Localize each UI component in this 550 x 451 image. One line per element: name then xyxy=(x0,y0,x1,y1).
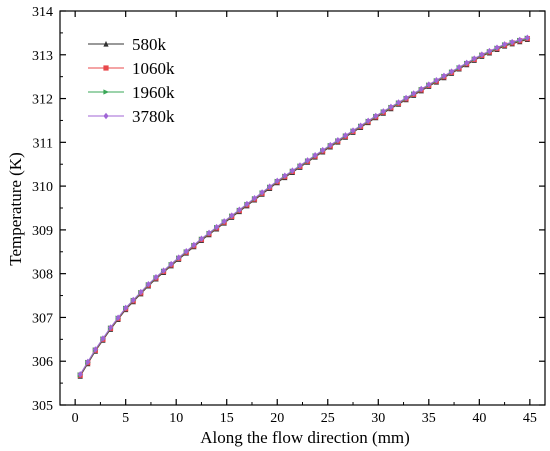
data-point-3780k xyxy=(304,157,311,164)
x-tick-label: 30 xyxy=(371,411,385,426)
data-point-3780k xyxy=(365,117,371,124)
data-point-3780k xyxy=(267,183,273,190)
data-point-3780k xyxy=(160,267,167,274)
series-3780k xyxy=(77,34,530,378)
series-layer xyxy=(77,34,531,379)
data-point-3780k xyxy=(524,34,530,41)
legend: 580k 1060k 1960k 3780k xyxy=(88,35,175,126)
axes-layer: 0 5 10 15 20 25 30 35 40 45 305 306 307 308 309 310 311 3… xyxy=(32,5,546,426)
y-tick-label: 307 xyxy=(32,311,53,326)
x-tick-label: 15 xyxy=(220,411,234,426)
data-point-3780k xyxy=(426,81,432,88)
data-point-3780k xyxy=(433,77,439,84)
x-tick-label: 35 xyxy=(422,411,436,426)
data-point-3780k xyxy=(138,288,144,296)
data-point-3780k xyxy=(176,254,182,261)
data-point-3780k xyxy=(297,162,303,169)
data-point-3780k xyxy=(236,206,242,213)
legend-marker-1060k xyxy=(103,65,109,71)
data-point-3780k xyxy=(456,64,462,71)
data-point-3780k xyxy=(85,358,91,366)
y-tick-label: 313 xyxy=(32,49,53,64)
legend-label-3780k: 3780k xyxy=(132,107,175,126)
data-point-3780k xyxy=(501,41,508,48)
y-tick-label: 309 xyxy=(32,224,53,239)
data-point-3780k xyxy=(229,212,235,219)
data-point-3780k xyxy=(479,51,485,58)
x-tick-label: 5 xyxy=(122,411,129,426)
data-point-3780k xyxy=(395,99,402,106)
data-point-3780k xyxy=(251,194,258,202)
data-point-3780k xyxy=(517,36,523,44)
data-point-3780k xyxy=(418,85,424,93)
data-point-3780k xyxy=(191,241,197,249)
data-point-3780k xyxy=(206,229,212,237)
data-point-3780k xyxy=(77,371,83,378)
x-tick-label: 40 xyxy=(472,411,486,426)
data-point-3780k xyxy=(335,137,341,144)
x-tick-label: 25 xyxy=(321,411,335,426)
y-axis-title: Temperature (K) xyxy=(6,152,25,266)
data-point-3780k xyxy=(464,59,470,67)
data-point-3780k xyxy=(357,122,364,129)
legend-label-1960k: 1960k xyxy=(132,83,175,102)
x-tick-label: 20 xyxy=(270,411,284,426)
y-tick-label: 310 xyxy=(32,180,53,195)
x-axis-title: Along the flow direction (mm) xyxy=(200,428,410,447)
data-point-3780k xyxy=(168,260,174,268)
data-point-3780k xyxy=(441,72,447,80)
data-point-3780k xyxy=(259,189,265,196)
y-tick-label: 306 xyxy=(32,355,53,370)
data-point-3780k xyxy=(320,146,326,154)
legend-marker-580k xyxy=(103,40,109,47)
data-point-3780k xyxy=(403,94,409,102)
data-point-3780k xyxy=(244,200,250,208)
data-point-3780k xyxy=(100,335,106,342)
legend-label-1060k: 1060k xyxy=(132,59,175,78)
data-point-3780k xyxy=(198,235,205,242)
data-point-3780k xyxy=(115,314,121,321)
data-point-3780k xyxy=(312,152,318,159)
data-point-3780k xyxy=(373,112,379,120)
data-point-3780k xyxy=(327,141,333,149)
y-tick-label: 311 xyxy=(33,136,53,151)
legend-marker-3780k xyxy=(103,112,109,120)
data-point-3780k xyxy=(153,273,159,281)
data-point-3780k xyxy=(342,132,349,139)
legend-marker-1960k xyxy=(103,89,110,95)
data-point-3780k xyxy=(214,223,220,231)
data-point-3780k xyxy=(494,44,500,51)
data-point-3780k xyxy=(274,177,280,185)
y-tick-label: 314 xyxy=(32,5,53,20)
x-tick-label: 10 xyxy=(169,411,183,426)
data-point-3780k xyxy=(289,167,295,174)
y-tick-label: 312 xyxy=(32,93,53,108)
data-point-3780k xyxy=(471,55,477,62)
data-point-3780k xyxy=(123,304,129,312)
data-point-3780k xyxy=(350,127,356,134)
data-point-3780k xyxy=(92,346,98,353)
data-point-3780k xyxy=(107,324,114,331)
data-point-3780k xyxy=(183,248,189,255)
data-point-3780k xyxy=(380,108,386,115)
data-point-3780k xyxy=(448,68,455,75)
data-point-3780k xyxy=(221,218,227,225)
x-tick-label: 0 xyxy=(72,411,79,426)
data-point-3780k xyxy=(509,38,515,46)
data-point-3780k xyxy=(282,172,288,179)
data-point-3780k xyxy=(388,103,394,111)
data-point-3780k xyxy=(130,296,136,304)
data-point-3780k xyxy=(145,280,152,288)
x-tick-label: 45 xyxy=(523,411,537,426)
legend-label-580k: 580k xyxy=(132,35,167,54)
y-tick-label: 305 xyxy=(32,399,53,414)
data-point-3780k xyxy=(486,47,493,55)
y-tick-label: 308 xyxy=(32,268,53,283)
data-point-3780k xyxy=(411,90,417,97)
